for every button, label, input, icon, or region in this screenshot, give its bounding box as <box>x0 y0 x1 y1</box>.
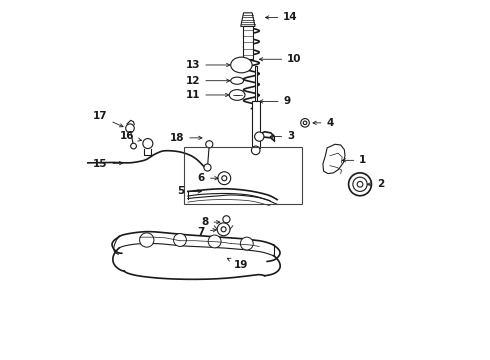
Circle shape <box>140 233 154 247</box>
Text: 18: 18 <box>170 133 202 143</box>
Circle shape <box>143 139 153 149</box>
Text: 19: 19 <box>227 258 248 270</box>
Circle shape <box>251 146 260 155</box>
Circle shape <box>255 132 264 141</box>
Circle shape <box>206 141 213 148</box>
Text: 3: 3 <box>270 131 294 141</box>
Circle shape <box>221 227 226 232</box>
Text: 16: 16 <box>120 131 142 141</box>
Text: 1: 1 <box>343 156 367 165</box>
Bar <box>243 26 253 59</box>
Text: 14: 14 <box>266 13 298 22</box>
Bar <box>184 147 302 204</box>
Text: 13: 13 <box>186 60 230 70</box>
Circle shape <box>348 173 371 196</box>
Circle shape <box>303 121 307 125</box>
Ellipse shape <box>229 90 245 100</box>
Circle shape <box>222 176 227 181</box>
Text: 17: 17 <box>93 111 123 127</box>
Bar <box>252 102 260 148</box>
Text: 5: 5 <box>177 186 201 197</box>
Text: 4: 4 <box>313 118 334 128</box>
Ellipse shape <box>231 77 244 84</box>
Circle shape <box>218 172 231 185</box>
Circle shape <box>217 223 230 236</box>
Circle shape <box>126 124 134 132</box>
Circle shape <box>223 216 230 223</box>
Bar <box>255 66 257 102</box>
Circle shape <box>131 143 136 149</box>
Polygon shape <box>323 144 345 174</box>
Text: 15: 15 <box>93 159 122 169</box>
Text: 9: 9 <box>259 96 291 107</box>
Text: 6: 6 <box>198 173 218 183</box>
Text: 2: 2 <box>368 179 385 189</box>
Circle shape <box>357 181 363 187</box>
Text: 12: 12 <box>186 76 230 86</box>
Text: 11: 11 <box>186 90 229 100</box>
Circle shape <box>301 118 309 127</box>
Circle shape <box>204 164 211 171</box>
Circle shape <box>208 235 221 248</box>
Circle shape <box>241 237 253 250</box>
Ellipse shape <box>231 57 252 73</box>
Circle shape <box>353 177 367 192</box>
Circle shape <box>173 234 186 247</box>
Text: 10: 10 <box>259 54 302 64</box>
Text: 7: 7 <box>197 227 216 237</box>
Polygon shape <box>241 13 255 26</box>
Text: 8: 8 <box>201 217 220 227</box>
